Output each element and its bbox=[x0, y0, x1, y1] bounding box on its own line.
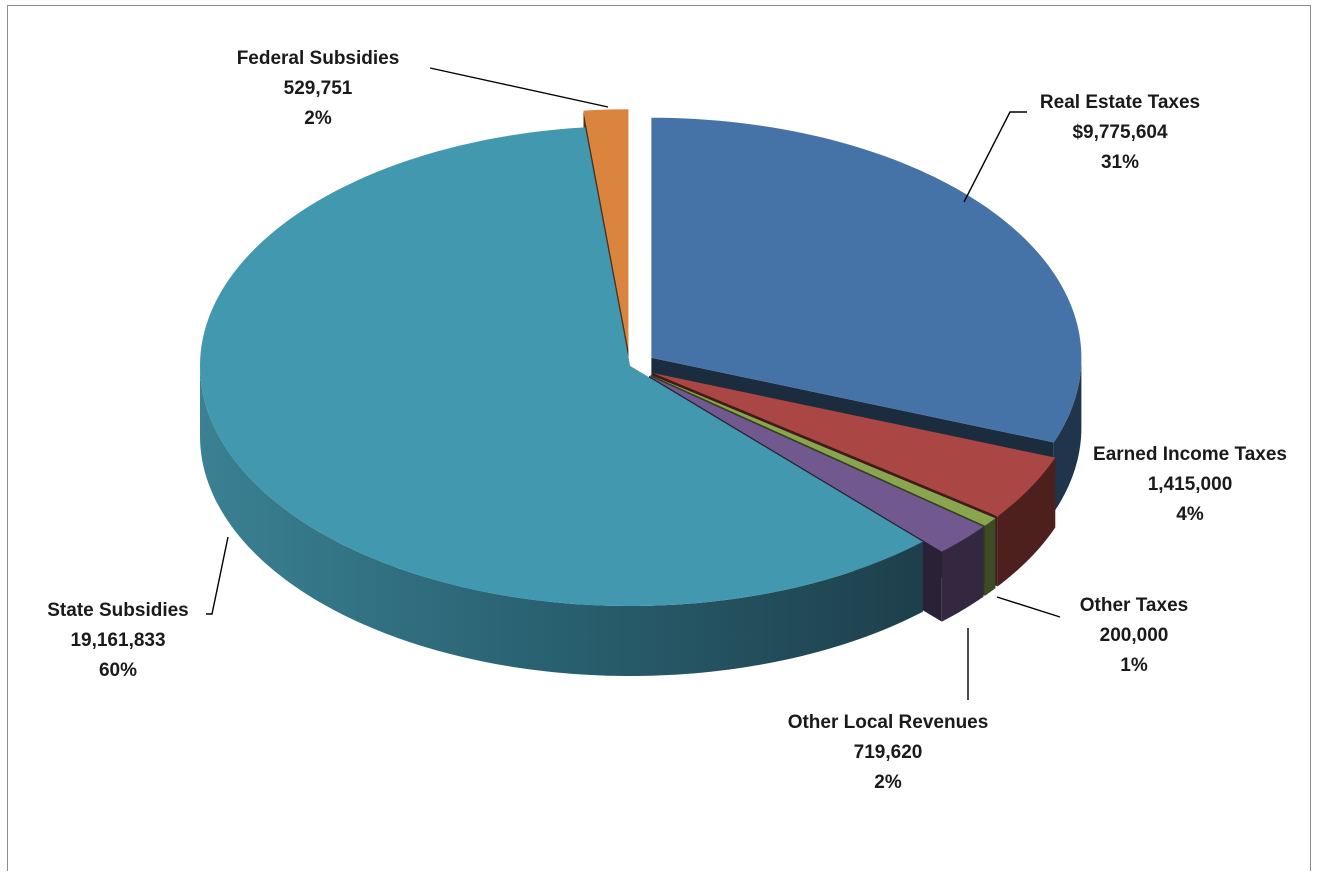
slice-3-outer-wall bbox=[941, 526, 984, 622]
slice-2-top bbox=[650, 374, 996, 526]
slice-2-value-text: 200,000 bbox=[1100, 625, 1169, 646]
chart-area bbox=[7, 5, 1311, 871]
slice-1-value-text: 1,415,000 bbox=[1148, 474, 1233, 495]
slice-0-top bbox=[651, 117, 1082, 443]
slice-1-top bbox=[652, 372, 1056, 517]
slice-1-percent-text: 4% bbox=[1176, 504, 1204, 525]
slice-2-label-text: Other Taxes bbox=[1080, 595, 1188, 616]
slice-3-value-text: 719,620 bbox=[854, 742, 923, 763]
slice-5-leader-line bbox=[429, 67, 609, 108]
slice-0-label-text: Real Estate Taxes bbox=[1040, 92, 1200, 113]
slice-0-leader-line bbox=[963, 111, 1027, 203]
slice-2-outer-wall bbox=[984, 518, 996, 596]
slice-3-percent-text: 2% bbox=[874, 772, 902, 793]
slice-2-leader-line bbox=[996, 596, 1061, 618]
slice-4-percent-text: 60% bbox=[99, 660, 137, 681]
slice-0-percent-text: 31% bbox=[1101, 152, 1139, 173]
slice-3-top bbox=[649, 375, 984, 552]
slice-4-value-text: 19,161,833 bbox=[70, 630, 165, 651]
slice-3-label-text: Other Local Revenues bbox=[788, 712, 989, 733]
slice-5-value-text: 529,751 bbox=[284, 78, 353, 99]
slice-4-top bbox=[200, 127, 923, 606]
slice-0-outer-wall bbox=[1053, 357, 1082, 513]
slice-4-leader-line bbox=[206, 536, 229, 615]
slice-1-label-text: Earned Income Taxes bbox=[1093, 444, 1287, 465]
slice-4-outer-wall bbox=[200, 366, 923, 676]
slice-4-label-text: State Subsidies bbox=[47, 600, 189, 621]
slice-5-top bbox=[583, 109, 629, 350]
slice-1-outer-wall bbox=[997, 457, 1056, 587]
slice-5-label-text: Federal Subsidies bbox=[237, 48, 400, 69]
slice-2-percent-text: 1% bbox=[1120, 655, 1148, 676]
slice-0-value-text: $9,775,604 bbox=[1072, 122, 1168, 143]
slice-5-percent-text: 2% bbox=[304, 108, 332, 129]
